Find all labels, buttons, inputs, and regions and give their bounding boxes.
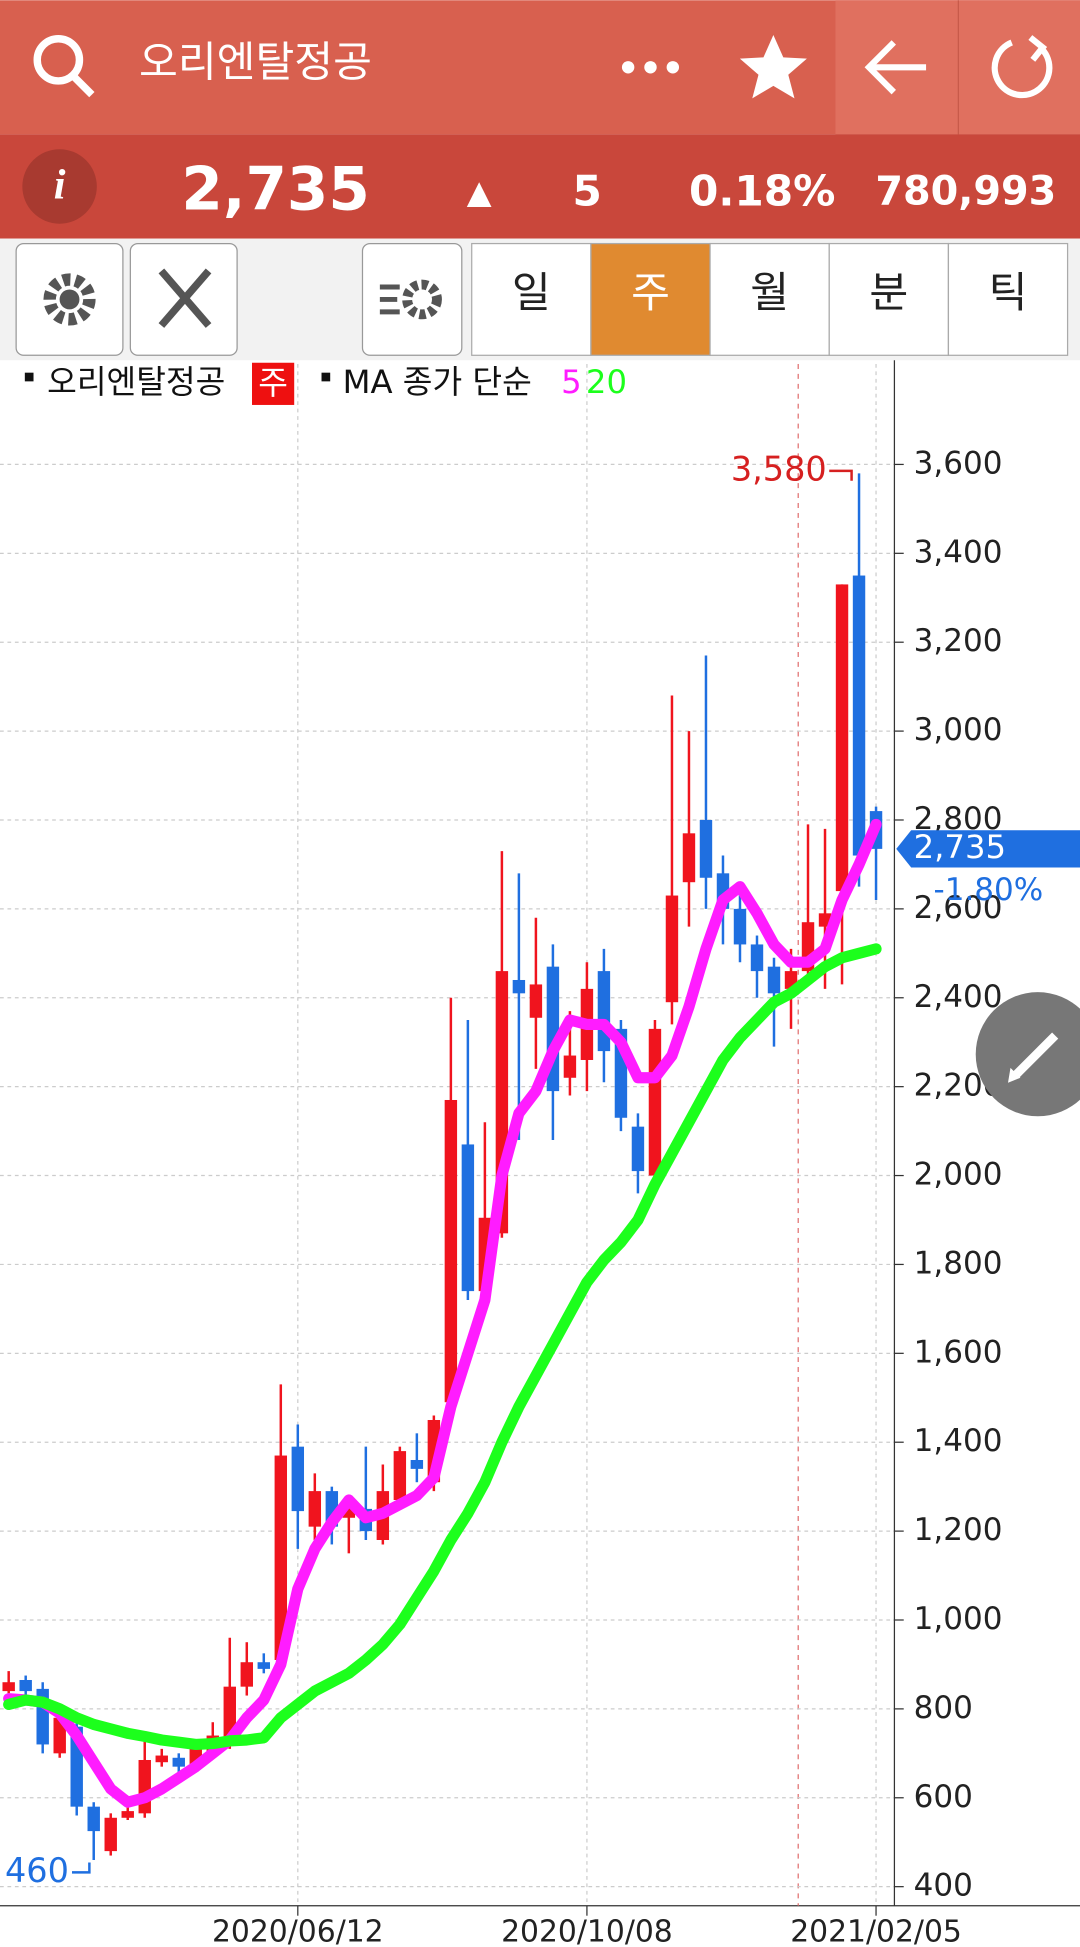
- candle-body: [240, 1662, 253, 1687]
- y-tick-label: 1,200: [914, 1512, 1003, 1548]
- edit-button[interactable]: [975, 992, 1080, 1117]
- more-icon[interactable]: [621, 61, 680, 74]
- candle-body: [172, 1757, 185, 1767]
- period-tab[interactable]: [590, 242, 711, 356]
- candle-body: [648, 1028, 662, 1176]
- candle-body: [444, 1099, 458, 1403]
- y-tick-label: 400: [914, 1868, 973, 1904]
- candle-body: [461, 1144, 475, 1292]
- candle-body: [342, 1506, 356, 1518]
- stock-title[interactable]: 오리엔탈정공: [139, 37, 372, 86]
- candle-body: [155, 1755, 168, 1763]
- ma-line: [3, 818, 882, 1808]
- y-tick-label: 2,600: [914, 890, 1003, 926]
- indicator-button[interactable]: [361, 242, 463, 356]
- period-tab-label[interactable]: 주: [631, 268, 670, 317]
- y-tick-label: 3,000: [914, 712, 1003, 748]
- last-price-label: 2,735: [914, 828, 1006, 866]
- change: 5: [572, 166, 601, 215]
- quote-bar: [0, 134, 1080, 239]
- candle-body: [53, 1717, 66, 1754]
- x-tick-label: 2020/06/12: [212, 1915, 384, 1947]
- period-tab[interactable]: [709, 242, 830, 356]
- period-tab-label[interactable]: 월: [750, 268, 789, 317]
- period-tab-label[interactable]: 틱: [989, 268, 1028, 317]
- y-tick-label: 3,200: [914, 623, 1003, 659]
- candle-body: [631, 1126, 645, 1172]
- legend-period: 주: [258, 364, 288, 402]
- y-tick-label: 2,400: [914, 979, 1003, 1015]
- y-tick-label: 1,400: [914, 1423, 1003, 1459]
- period-tab[interactable]: [947, 242, 1069, 356]
- candle-body: [257, 1662, 270, 1669]
- candle-body: [291, 1446, 305, 1512]
- period-tab[interactable]: [471, 242, 592, 356]
- y-tick-label: 1,600: [914, 1334, 1003, 1370]
- candle-body: [665, 895, 679, 1003]
- refresh-icon[interactable]: [991, 35, 1053, 99]
- candle-body: [121, 1811, 134, 1818]
- info-button[interactable]: [22, 149, 97, 224]
- price: 2,735: [181, 155, 369, 224]
- legend-ma: MA 종가 단순: [343, 363, 532, 401]
- period-tab-label[interactable]: 일: [512, 268, 551, 317]
- candle-body: [733, 908, 747, 945]
- high-arrow: [829, 469, 853, 481]
- x-tick-label: 2020/10/08: [501, 1915, 673, 1947]
- period-tab[interactable]: [828, 242, 950, 356]
- candle-body: [104, 1817, 117, 1852]
- candle-body: [410, 1459, 424, 1469]
- candle-body: [512, 979, 526, 994]
- axis-separator: [893, 360, 896, 1906]
- y-tick-label: 800: [914, 1690, 973, 1726]
- candle-body: [308, 1491, 322, 1527]
- y-tick-label: 3,400: [914, 534, 1003, 570]
- change-pct: 0.18%: [689, 166, 835, 215]
- low-label: 460: [5, 1851, 69, 1890]
- y-tick-label: 1,000: [914, 1601, 1003, 1637]
- last-price-tag: [896, 830, 1080, 868]
- candle-body: [393, 1451, 407, 1500]
- candle-body: [682, 833, 696, 883]
- legend-ma20: 20: [586, 363, 627, 401]
- legend-bullet: [24, 372, 34, 382]
- legend-stock: 오리엔탈정공: [47, 363, 225, 401]
- search-icon[interactable]: [33, 35, 95, 98]
- candle-body: [223, 1686, 236, 1740]
- candle-body: [274, 1455, 288, 1660]
- settings-button[interactable]: [15, 242, 124, 356]
- ma-line: [3, 943, 882, 1751]
- x-tick-label: 2021/02/05: [790, 1915, 962, 1947]
- low-arrow: [72, 1862, 91, 1874]
- high-label: 3,580: [731, 449, 827, 488]
- candle-body: [835, 584, 849, 892]
- candle-body: [2, 1682, 15, 1692]
- y-tick-label: 1,800: [914, 1245, 1003, 1281]
- candle-body: [19, 1679, 32, 1692]
- change-label: -1.80%: [934, 872, 1044, 908]
- favorite-icon[interactable]: [739, 35, 807, 99]
- candle-body: [597, 971, 611, 1052]
- candle-body: [750, 944, 764, 972]
- candle-body: [529, 984, 543, 1018]
- y-tick-label: 2,000: [914, 1157, 1003, 1193]
- candle-body: [699, 819, 713, 878]
- legend-ma5: 5: [561, 363, 582, 401]
- y-tick-label: 600: [914, 1779, 973, 1815]
- change-arrow: ▲: [467, 173, 492, 211]
- y-tick-label: 3,600: [914, 445, 1003, 481]
- candle-body: [87, 1806, 100, 1832]
- info-label[interactable]: i: [54, 162, 66, 209]
- candle-body: [852, 575, 866, 856]
- candle-body: [563, 1055, 577, 1078]
- candle-body: [138, 1759, 151, 1814]
- period-badge: [252, 362, 295, 405]
- candle-body: [767, 966, 781, 994]
- legend-bullet: [321, 372, 331, 382]
- back-icon[interactable]: [864, 40, 927, 95]
- period-tab-label[interactable]: 분: [869, 268, 908, 317]
- tools-button[interactable]: [129, 242, 238, 356]
- volume: 780,993: [875, 168, 1056, 214]
